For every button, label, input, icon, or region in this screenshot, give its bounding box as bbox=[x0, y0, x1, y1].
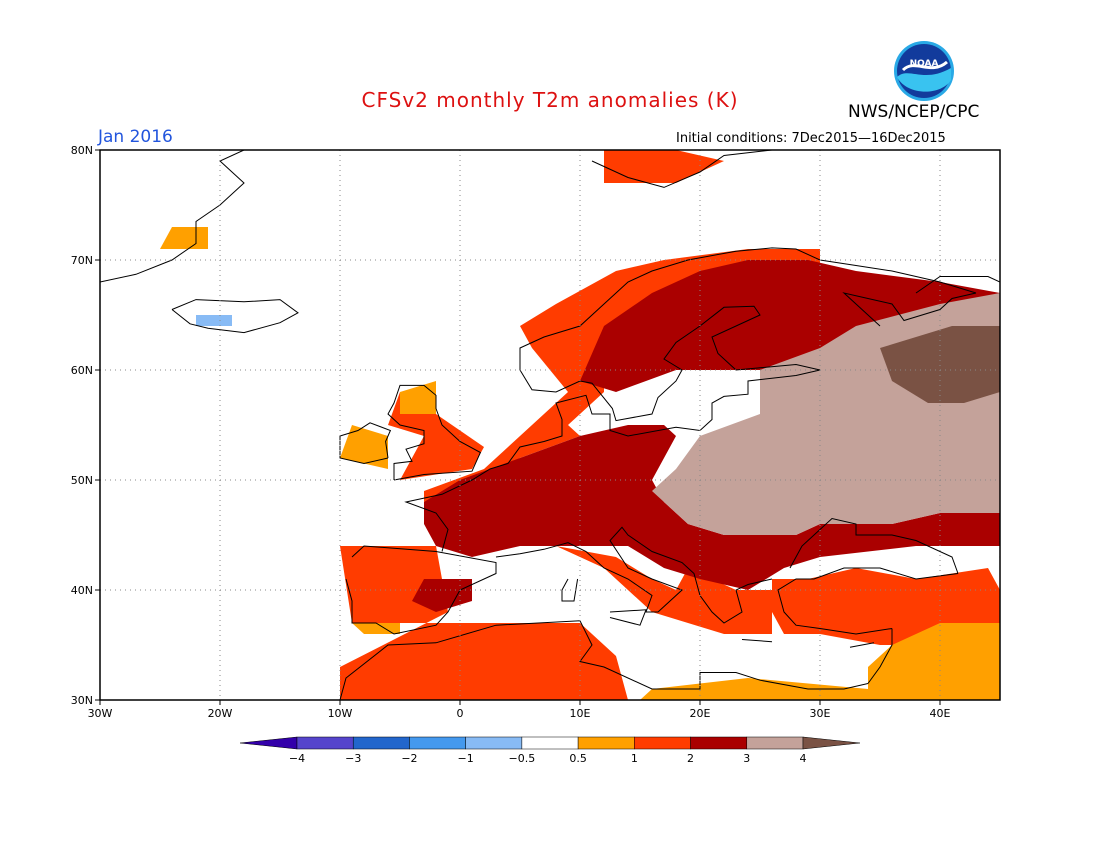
lat-axis: 30N 40N 50N 60N 70N 80N bbox=[71, 144, 100, 707]
coastline-iberia bbox=[345, 545, 497, 635]
coastline-caspian bbox=[999, 556, 1000, 558]
anomaly-region-iberia-coast bbox=[352, 623, 400, 634]
legend-swatch bbox=[296, 736, 354, 750]
coastlines bbox=[100, 150, 1000, 700]
coastline-white-sea bbox=[842, 292, 977, 327]
map-title: CFSv2 monthly T2m anomalies (K) bbox=[361, 88, 739, 112]
lon-tick-label: 30E bbox=[810, 707, 831, 720]
coastline-britain bbox=[387, 384, 482, 481]
legend-label: 3 bbox=[743, 752, 750, 765]
coastline-greenland bbox=[100, 150, 245, 283]
anomaly-region-middle-east bbox=[868, 623, 1000, 700]
legend-swatch bbox=[352, 736, 410, 750]
noaa-logo-text: NOAA bbox=[910, 59, 939, 69]
legend-label: −0.5 bbox=[509, 752, 536, 765]
coastline-sicily bbox=[609, 609, 647, 626]
coastline-france-north bbox=[404, 369, 821, 552]
coastline-cyprus bbox=[849, 642, 875, 648]
anomaly-region-north-africa-and-iberia bbox=[340, 546, 628, 700]
coastline-turkey bbox=[777, 567, 959, 635]
coastline-ireland bbox=[339, 422, 392, 465]
anomaly-region-scotland bbox=[400, 381, 436, 414]
anomaly-region-ireland bbox=[340, 425, 388, 469]
lat-tick-label: 40N bbox=[71, 584, 93, 597]
lon-tick-label: 10E bbox=[570, 707, 591, 720]
lat-tick-label: 60N bbox=[71, 364, 93, 377]
anomaly-region-iberia-inner bbox=[412, 579, 472, 612]
legend-label: −4 bbox=[289, 752, 305, 765]
anomaly-region-central-europe bbox=[424, 425, 1000, 590]
coastline-greece-balkans bbox=[495, 526, 773, 624]
coastline-levant bbox=[867, 628, 893, 684]
legend-label: −2 bbox=[401, 752, 417, 765]
legend-label: 2 bbox=[687, 752, 694, 765]
lat-tick-label: 70N bbox=[71, 254, 93, 267]
legend-arrow-low bbox=[239, 736, 298, 750]
initial-conditions: Initial conditions: 7Dec2015—16Dec2015 bbox=[676, 131, 946, 146]
anomaly-region-iceland-south bbox=[196, 315, 232, 326]
coastline-novaya bbox=[915, 276, 1000, 294]
legend-swatch bbox=[577, 736, 635, 750]
lon-tick-label: 10W bbox=[328, 707, 353, 720]
coastline-corsica-sardinia bbox=[561, 578, 579, 602]
gridlines bbox=[100, 150, 1000, 700]
legend-swatch bbox=[690, 736, 748, 750]
legend-label: 4 bbox=[800, 752, 807, 765]
lat-tick-label: 30N bbox=[71, 694, 93, 707]
legend-label: −1 bbox=[458, 752, 474, 765]
lon-tick-label: 20W bbox=[208, 707, 233, 720]
coastline-north-africa bbox=[339, 620, 869, 700]
anomaly-region-russia-core bbox=[880, 326, 1000, 403]
anomaly-region-scandinavia-core bbox=[580, 260, 1000, 392]
anomaly-region-west-europe bbox=[424, 249, 820, 502]
map-frame bbox=[99, 149, 1001, 701]
lon-axis: 30W 20W 10W 0 10E 20E 30E 40E bbox=[88, 700, 951, 720]
legend-swatch bbox=[465, 736, 523, 750]
noaa-logo: NOAA bbox=[894, 41, 954, 101]
legend-arrow-high bbox=[802, 736, 861, 750]
anomaly-region-italy-balkans bbox=[556, 546, 772, 634]
legend-label: 0.5 bbox=[569, 752, 587, 765]
lon-tick-label: 0 bbox=[457, 707, 464, 720]
lat-tick-label: 50N bbox=[71, 474, 93, 487]
agency-label: NWS/NCEP/CPC bbox=[848, 102, 980, 122]
lon-tick-label: 30W bbox=[88, 707, 113, 720]
coastline-black-sea-north bbox=[789, 517, 959, 574]
coastline-crete bbox=[741, 639, 773, 643]
lat-tick-label: 80N bbox=[71, 144, 93, 157]
legend-label: −3 bbox=[345, 752, 361, 765]
legend-swatch bbox=[634, 736, 691, 750]
anomaly-region-north-africa-east bbox=[640, 678, 868, 700]
lon-tick-label: 40E bbox=[930, 707, 951, 720]
legend-swatch bbox=[521, 736, 579, 750]
coastline-svalbard bbox=[591, 150, 773, 188]
legend-swatch bbox=[409, 736, 466, 750]
forecast-period: Jan 2016 bbox=[98, 127, 173, 147]
color-legend: −4 −3 −2 −1 −0.5 0.5 1 2 3 4 bbox=[239, 736, 861, 765]
legend-label: 1 bbox=[631, 752, 638, 765]
legend-swatch bbox=[746, 736, 804, 750]
lon-tick-label: 20E bbox=[690, 707, 711, 720]
